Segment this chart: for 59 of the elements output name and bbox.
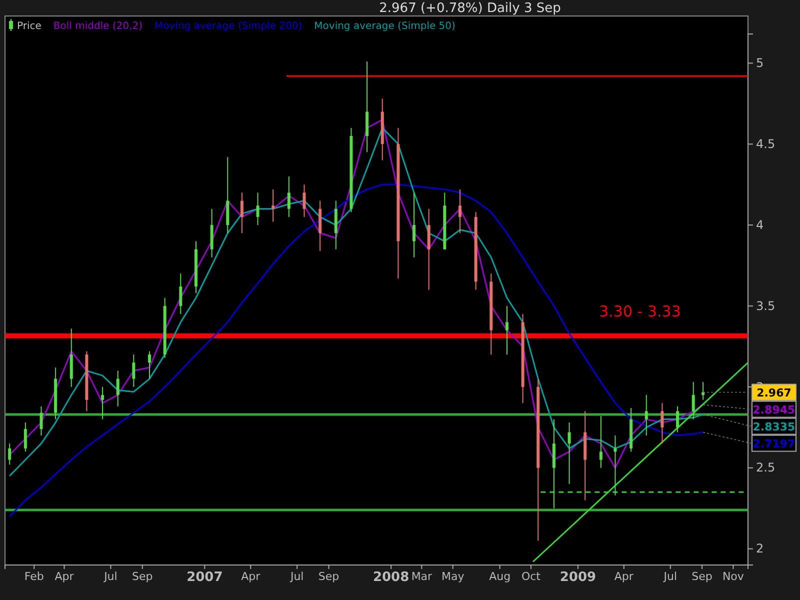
x-tick-label: Sep	[318, 570, 340, 583]
candlestick	[505, 305, 508, 356]
candlestick	[458, 188, 462, 234]
candlestick	[692, 382, 695, 420]
x-tick-label: Nov	[722, 570, 744, 583]
annotation: 2.7197	[752, 437, 796, 450]
x-tick-label: Jul	[289, 570, 304, 583]
candlestick	[568, 422, 571, 485]
candlestick	[412, 192, 416, 258]
candlestick	[676, 406, 680, 433]
x-tick-label: Apr	[241, 570, 261, 583]
candlestick	[287, 176, 290, 218]
candlestick	[101, 386, 104, 420]
candlestick	[272, 188, 275, 222]
candlestick	[132, 354, 136, 388]
x-tick-label: Aug	[489, 570, 511, 583]
x-tick-label: 2007	[186, 570, 223, 586]
candlestick	[179, 273, 182, 315]
x-tick-label: Oct	[521, 570, 542, 583]
x-tick-label: Jul	[103, 570, 118, 583]
annotation: 2.8335	[752, 420, 796, 434]
candlestick	[599, 416, 602, 468]
candlestick	[148, 350, 152, 380]
candlestick	[702, 382, 705, 400]
text: Moving average (Simple 50)	[314, 21, 456, 32]
candlestick	[116, 370, 120, 407]
x-tick-label: Sep	[692, 570, 712, 583]
candlestick	[644, 394, 648, 436]
x-tick-label: May	[441, 570, 465, 583]
candlestick	[24, 422, 27, 452]
y-tick-label: 4.5	[756, 136, 776, 151]
x-tick-label: Mar	[411, 570, 433, 583]
candlestick	[614, 434, 617, 496]
y-tick-label: 3.5	[756, 298, 776, 313]
candlestick	[660, 402, 664, 444]
candlestick	[8, 443, 12, 466]
y-tick-label: 4	[756, 218, 764, 232]
x-tick-label: Apr	[614, 570, 634, 583]
annotation: 2.967	[756, 386, 792, 400]
band-label: 3.30 - 3.33	[599, 302, 681, 320]
y-tick-label: 2.5	[756, 460, 776, 475]
candlestick	[256, 192, 260, 226]
x-tick-label: 2008	[372, 570, 410, 586]
x-tick-label: Sep	[132, 570, 153, 583]
candlestick	[302, 184, 306, 218]
y-tick-label: 2	[756, 542, 764, 556]
candlestick	[40, 406, 43, 436]
y-tick-label: 5	[756, 56, 764, 70]
x-tick-label: Feb	[24, 570, 44, 583]
text: Moving average (Simple 200)	[154, 21, 302, 32]
candlestick	[240, 192, 244, 234]
chart-subtitle: 2.967 (+0.78%) Daily 3 Sep	[379, 1, 561, 16]
text: Boll middle (20,2)	[53, 21, 143, 32]
x-tick-label: Apr	[54, 570, 74, 583]
x-tick-label: Jul	[662, 570, 678, 583]
legend-label: Price	[17, 21, 42, 32]
line-series	[8, 184, 704, 518]
annotation: 2.8945	[752, 403, 796, 416]
x-tick-label: 2009	[560, 570, 596, 586]
